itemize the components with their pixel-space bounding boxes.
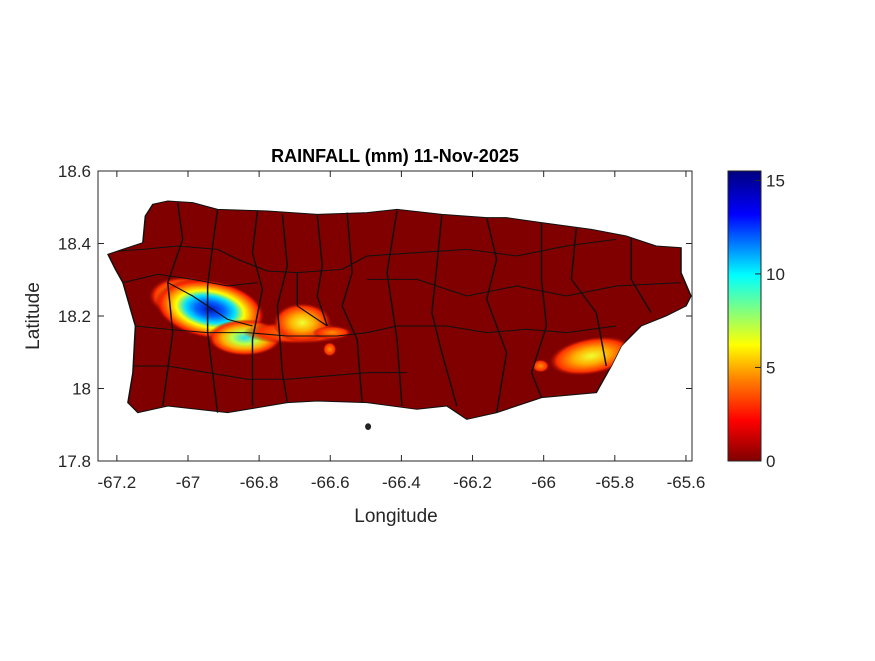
- y-tick-label: 18.4: [58, 235, 91, 254]
- colorbar-ticks: 0 5 10 15: [755, 171, 785, 471]
- x-tick-label: -65.6: [667, 473, 706, 492]
- y-axis: 17.8 18 18.2 18.4 18.6: [58, 162, 692, 471]
- rain-spot-central: [322, 341, 337, 357]
- x-tick-label: -66.4: [382, 473, 421, 492]
- y-tick-label: 18.2: [58, 307, 91, 326]
- colorbar-tick-label: 5: [766, 358, 775, 377]
- x-tick-label: -66.2: [453, 473, 492, 492]
- x-tick-label: -66: [531, 473, 556, 492]
- colorbar-tick-label: 10: [766, 265, 785, 284]
- chart-title: RAINFALL (mm) 11-Nov-2025: [271, 146, 519, 166]
- x-tick-label: -65.8: [595, 473, 634, 492]
- rain-spot-southeast: [531, 359, 550, 373]
- y-tick-label: 18.6: [58, 162, 91, 181]
- x-tick-label: -66.6: [311, 473, 350, 492]
- caja-de-muertos-island: [365, 423, 372, 430]
- x-tick-label: -66.8: [240, 473, 279, 492]
- x-tick-label: -67.2: [97, 473, 136, 492]
- colorbar-tick-label: 15: [766, 171, 785, 190]
- x-axis-label: Longitude: [354, 506, 437, 527]
- y-tick-label: 18: [72, 380, 91, 399]
- x-tick-label: -67: [176, 473, 201, 492]
- colorbar: [727, 170, 762, 462]
- colorbar-tick-label: 0: [766, 452, 775, 471]
- y-axis-label: Latitude: [23, 282, 44, 350]
- x-axis: -67.2 -67 -66.8 -66.6 -66.4 -66.2 -66 -65.8 -65.…: [97, 171, 705, 492]
- y-tick-label: 17.8: [58, 452, 91, 471]
- municipality-boundaries: [117, 202, 682, 413]
- rain-band-central-east: [312, 325, 353, 340]
